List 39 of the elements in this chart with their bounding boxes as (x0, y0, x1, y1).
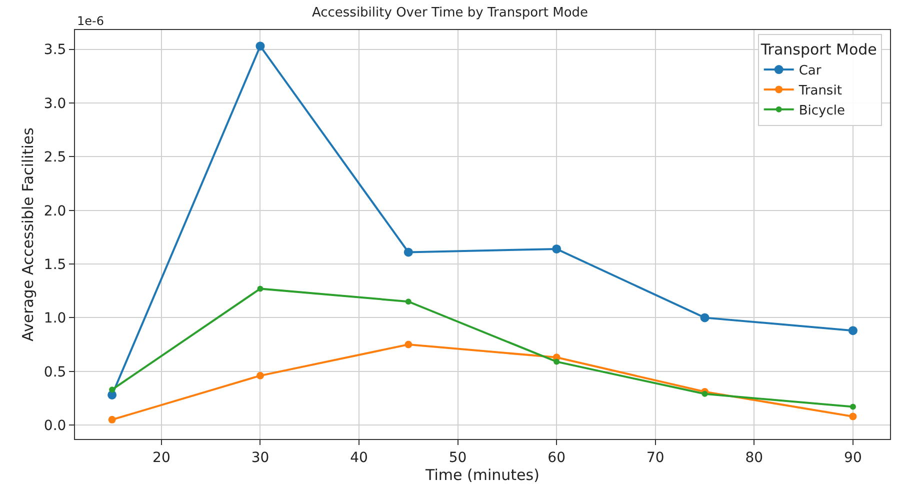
x-tick-label: 60 (548, 450, 566, 466)
x-tick-label: 70 (646, 450, 664, 466)
point (108, 416, 116, 424)
x-axis-title: Time (minutes) (424, 466, 540, 484)
point (256, 372, 264, 380)
point (404, 248, 413, 257)
point (257, 286, 264, 292)
point (256, 42, 265, 51)
point (109, 386, 116, 393)
x-tick-label: 90 (844, 450, 862, 466)
point (848, 326, 858, 336)
y-tick-label: 1.0 (44, 310, 66, 327)
x-tick-label: 30 (251, 450, 270, 466)
point (554, 358, 560, 365)
y-tick-label: 0.5 (44, 364, 66, 380)
y-tick-label: 2.5 (44, 150, 66, 166)
text: 1e-6 (77, 14, 104, 28)
point (404, 340, 412, 348)
point (850, 404, 856, 410)
y-tick-label: 3.0 (44, 96, 66, 112)
legend-label: Bicycle (798, 103, 845, 118)
y-tick-label: 3.5 (44, 42, 66, 58)
y-axis-title: Average Accessible Facilities (19, 127, 38, 342)
point (405, 298, 412, 305)
legend-title: Transport Mode (760, 40, 877, 59)
y-tick-label: 1.5 (44, 256, 66, 273)
x-tick-label: 20 (152, 450, 170, 466)
x-tick-label: 50 (448, 450, 467, 466)
point (552, 244, 562, 254)
legend-label: Car (798, 64, 822, 79)
point (849, 412, 857, 420)
y-tick-label: 2.0 (44, 203, 66, 220)
y-tick-label: 0.0 (44, 418, 66, 434)
x-tick-label: 40 (350, 450, 368, 466)
x-tick-label: 80 (745, 450, 764, 466)
legend-label: Transit (798, 84, 842, 99)
point (700, 313, 710, 322)
point (702, 390, 708, 397)
chart-title: Accessibility Over Time by Transport Mode (312, 6, 588, 21)
